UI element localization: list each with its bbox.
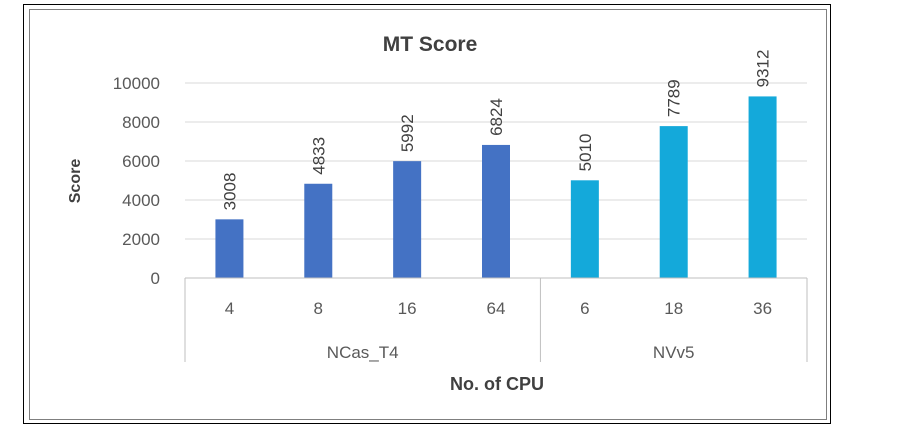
y-tick-label-4000: 4000 [122, 191, 160, 210]
x-axis: 4 8 16 64 NCas_T4 6 18 36 NVv5 [184, 277, 808, 362]
data-label-NVv5-18: 7789 [665, 79, 684, 117]
bar-NVv5-18 [659, 126, 688, 278]
data-label-NVv5-6: 5010 [576, 133, 595, 171]
data-label-NCas_T4-8: 4833 [309, 137, 328, 175]
bar-NCas_T4-4 [215, 219, 244, 278]
chart-outer-border [23, 4, 831, 424]
bar-NVv5-36 [748, 96, 777, 278]
y-tick-label-2000: 2000 [122, 230, 160, 249]
data-label-NVv5-36: 9312 [754, 50, 773, 88]
x-tick-label-NVv5-6: 6 [580, 299, 589, 318]
bar-NCas_T4-64 [482, 144, 510, 278]
y-tick-label-0: 0 [151, 269, 160, 288]
y-axis-label: Score [67, 159, 84, 204]
y-tick-label-6000: 6000 [122, 152, 160, 171]
bar-NVv5-6 [570, 180, 599, 278]
y-tick-label-8000: 8000 [122, 113, 160, 132]
x-tick-label-NCas_T4-8: 8 [314, 299, 323, 318]
x-tick-label-NVv5-18: 18 [664, 299, 683, 318]
x-tick-label-NCas_T4-64: 64 [487, 299, 506, 318]
group-label-NVv5: NVv5 [653, 343, 695, 362]
y-tick-label-10000: 10000 [113, 74, 160, 93]
chart-area [29, 9, 827, 420]
x-axis-label: No. of CPU [450, 374, 544, 394]
data-label-NCas_T4-64: 6824 [487, 98, 506, 136]
x-tick-label-NCas_T4-16: 16 [398, 299, 417, 318]
y-tick-labels: 0 2000 4000 6000 8000 10000 [113, 74, 160, 288]
chart-title: MT Score [383, 33, 478, 56]
x-tick-label-NVv5-36: 36 [753, 299, 772, 318]
group-label-NCas_T4: NCas_T4 [327, 343, 399, 362]
bar-NCas_T4-16 [393, 161, 422, 278]
bars: 3008 4833 5992 6824 5010 7789 9312 [215, 50, 777, 278]
data-label-NCas_T4-4: 3008 [220, 173, 239, 211]
bar-NCas_T4-8 [304, 183, 333, 278]
x-tick-label-NCas_T4-4: 4 [225, 299, 234, 318]
data-label-NCas_T4-16: 5992 [398, 114, 417, 152]
